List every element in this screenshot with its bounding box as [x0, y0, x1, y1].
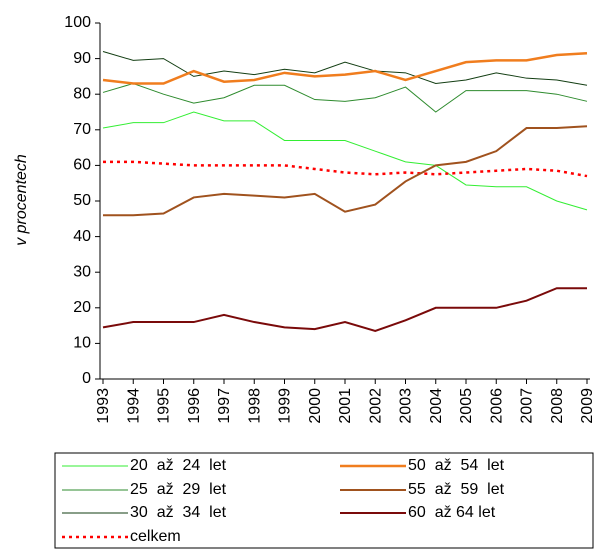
y-tick-label: 50: [73, 192, 91, 209]
legend-label: 60 až 64 let: [408, 504, 496, 521]
y-tick-label: 100: [64, 14, 91, 31]
y-tick-label: 40: [73, 228, 91, 245]
x-tick-label: 2002: [367, 388, 384, 424]
x-tick-label: 2007: [519, 388, 536, 424]
x-tick-label: 1999: [277, 388, 294, 424]
legend-label: 25 až 29 let: [130, 481, 227, 498]
x-tick-label: 2006: [488, 388, 505, 424]
y-tick-label: 10: [73, 335, 91, 352]
y-tick-label: 30: [73, 263, 91, 280]
y-axis-label: v procentech: [13, 154, 30, 246]
series-line: [102, 287, 587, 332]
legend-label: 30 až 34 let: [130, 504, 227, 521]
y-tick-label: 20: [73, 299, 91, 316]
legend-box: [54, 452, 594, 549]
y-tick-label: 60: [73, 157, 91, 174]
series-line: [102, 51, 588, 86]
legend-label: 50 až 54 let: [408, 457, 505, 474]
series-line: [102, 111, 588, 211]
x-tick-label: 2001: [337, 388, 354, 424]
series-line: [103, 125, 588, 217]
x-tick-label: 1996: [186, 388, 203, 424]
x-tick-label: 1993: [95, 388, 112, 424]
x-tick-label: 2003: [398, 388, 415, 424]
x-tick-label: 1997: [216, 388, 233, 424]
y-tick-label: 90: [73, 50, 91, 67]
x-tick-label: 1998: [246, 388, 263, 424]
x-tick-label: 2005: [458, 388, 475, 424]
x-tick-label: 1995: [156, 388, 173, 424]
x-tick-label: 1994: [125, 388, 142, 424]
series-line: [102, 52, 588, 85]
y-tick-label: 70: [73, 121, 91, 138]
x-tick-label: 2004: [428, 388, 445, 424]
series-line: [103, 160, 588, 178]
x-tick-label: 2000: [307, 388, 324, 424]
legend-label: celkem: [130, 528, 181, 545]
y-tick-label: 0: [82, 370, 91, 387]
series-line: [102, 82, 588, 113]
x-tick-label: 2009: [579, 388, 596, 424]
x-tick-label: 2008: [549, 388, 566, 424]
y-tick-label: 80: [73, 85, 91, 102]
legend-label: 55 až 59 let: [408, 481, 505, 498]
legend-label: 20 až 24 let: [130, 457, 227, 474]
